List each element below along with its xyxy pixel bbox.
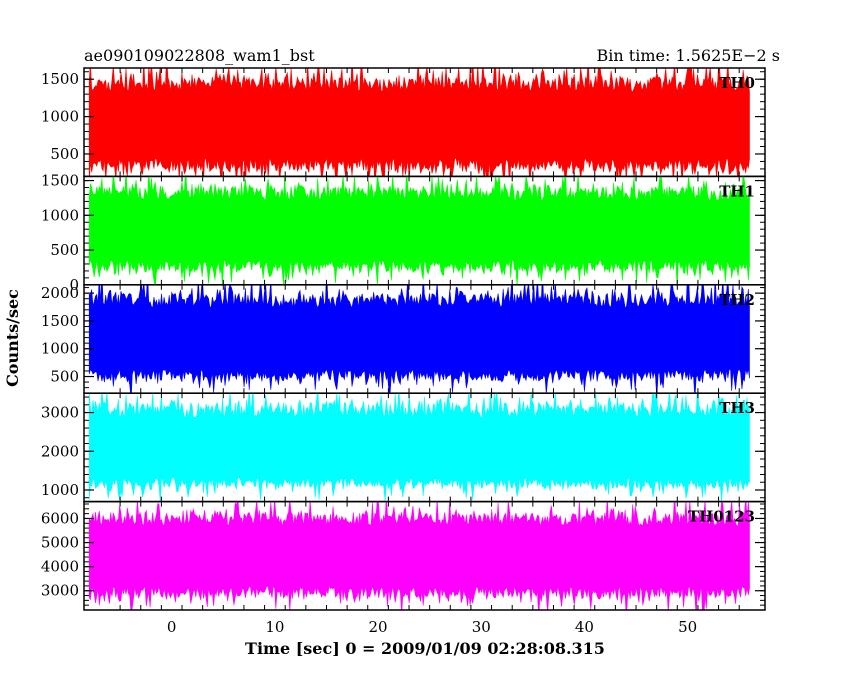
y-tick-label: 4000 — [41, 558, 79, 576]
panel-frame — [83, 500, 766, 611]
y-tick-label: 1000 — [41, 108, 79, 126]
y-tick-label: 2000 — [41, 442, 79, 460]
panel-th0: 500 1000 1500 TH0 — [41, 67, 766, 178]
y-tick-label: 6000 — [41, 509, 79, 527]
x-tick-label: 30 — [472, 618, 491, 636]
series-th0123 — [88, 501, 750, 611]
x-axis-label: Time [sec] 0 = 2009/01/09 02:28:08.315 — [245, 639, 605, 658]
x-tick-label: 0 — [167, 618, 177, 636]
panel-th2: 500 1000 1500 2000 TH2 — [41, 284, 766, 394]
bin-time-label: Bin time: 1.5625E−2 s — [597, 46, 780, 65]
series-th1 — [88, 176, 750, 285]
panels: 500 1000 1500 TH0 0 500 1000 1500 TH1 500 1000 1500… — [41, 67, 766, 611]
panel-th0123: 3000 4000 5000 6000 TH0123 — [41, 500, 766, 611]
panel-th3: 1000 2000 3000 TH3 — [41, 392, 766, 503]
series-th3 — [88, 393, 750, 502]
y-tick-label: 5000 — [41, 534, 79, 552]
x-tick-label: 10 — [265, 618, 284, 636]
y-tick-label: 1500 — [41, 312, 79, 330]
y-tick-label: 1000 — [41, 481, 79, 499]
y-tick-label: 500 — [50, 241, 79, 259]
x-tick-label: 20 — [369, 618, 388, 636]
y-tick-label: 1000 — [41, 340, 79, 358]
x-tick-label: 40 — [575, 618, 594, 636]
y-tick-label: 1500 — [41, 70, 79, 88]
series-th0 — [88, 68, 750, 177]
y-tick-label: 3000 — [41, 582, 79, 600]
y-tick-label: 2000 — [41, 284, 79, 302]
panel-label: TH3 — [719, 399, 755, 417]
panel-label: TH0 — [719, 74, 755, 92]
panel-th1: 0 500 1000 1500 TH1 — [41, 172, 766, 294]
panel-label: TH2 — [719, 291, 755, 309]
figure-title: ae090109022808_wam1_bst — [84, 46, 315, 65]
y-tick-label: 500 — [50, 145, 79, 163]
y-tick-label: 3000 — [41, 404, 79, 422]
y-tick-label: 1000 — [41, 206, 79, 224]
y-tick-label: 0 — [69, 276, 79, 294]
x-axis: 0 10 20 30 40 50 — [167, 618, 697, 636]
panel-label: TH1 — [719, 182, 755, 200]
series-th2 — [88, 284, 750, 394]
panel-label: TH0123 — [688, 508, 755, 526]
x-tick-label: 50 — [678, 618, 697, 636]
y-tick-label: 1500 — [41, 172, 79, 190]
y-axis-label: Counts/sec — [3, 289, 22, 387]
y-tick-label: 500 — [50, 368, 79, 386]
